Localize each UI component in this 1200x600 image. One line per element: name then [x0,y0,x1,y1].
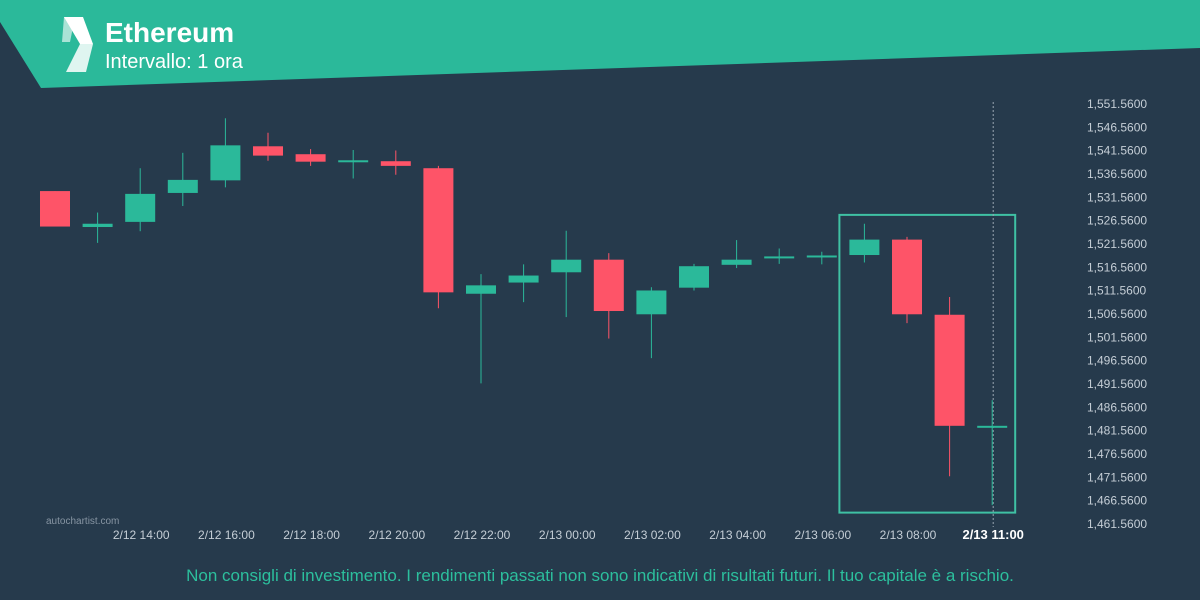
y-tick-label: 1,476.5600 [1087,447,1147,461]
candle-body [210,145,241,181]
candle-body [764,256,795,259]
candle-body [40,191,70,227]
disclaimer: Non consigli di investimento. I rendimen… [186,566,1014,585]
x-tick-label: 2/12 20:00 [368,528,425,542]
candle-body [82,223,113,228]
candle-body [167,179,198,193]
candle-body [380,161,411,166]
y-tick-label: 1,536.5600 [1087,167,1147,181]
candle-body [551,259,582,273]
chart-subtitle: Intervallo: 1 ora [105,51,243,73]
candle-body [295,154,326,162]
x-tick-label: 2/12 16:00 [198,528,255,542]
candle-body [892,239,922,315]
autochartist-logo-icon [62,17,93,72]
x-tick-label: 2/12 22:00 [454,528,511,542]
y-tick-label: 1,491.5600 [1087,377,1147,391]
y-tick-label: 1,531.5600 [1087,190,1147,204]
candle-body [849,239,880,256]
candle-body [636,290,667,315]
candle-body [934,314,965,426]
candle-body [806,255,837,258]
chart-title: Ethereum [105,17,235,48]
x-tick-label: 2/13 06:00 [794,528,851,542]
x-tick-label: 2/13 04:00 [709,528,766,542]
x-tick-label: 2/13 00:00 [539,528,596,542]
x-tick-label: 2/13 02:00 [624,528,681,542]
candle-body [338,160,369,163]
y-tick-label: 1,551.5600 [1087,97,1147,111]
y-tick-label: 1,466.5600 [1087,494,1147,508]
y-tick-label: 1,496.5600 [1087,354,1147,368]
candle-body [423,168,454,293]
watermark: autochartist.com [46,516,120,527]
x-tick-label: 2/12 14:00 [113,528,170,542]
candlestick-chart: 1,461.5600 1,466.5600 1,471.5600 1,476.5600… [40,97,1147,542]
candle-body [253,146,283,156]
candle-body [721,259,752,265]
candle-body [466,285,496,294]
candle-body [508,275,539,283]
y-tick-label: 1,501.5600 [1087,330,1147,344]
y-tick-label: 1,461.5600 [1087,517,1147,531]
y-tick-label: 1,471.5600 [1087,470,1147,484]
header-banner [0,0,1200,88]
candle-body [125,193,156,222]
x-tick-label: 2/13 11:00 [962,527,1023,542]
candle-body [593,259,624,312]
candle-body [679,266,709,288]
y-tick-label: 1,511.5600 [1087,284,1146,298]
y-tick-label: 1,541.5600 [1087,144,1147,158]
y-tick-label: 1,506.5600 [1087,307,1147,321]
y-tick-label: 1,516.5600 [1087,260,1147,274]
x-tick-label: 2/12 18:00 [283,528,340,542]
banner-shape [0,0,1200,88]
candle-body [977,425,1008,428]
x-tick-label: 2/13 08:00 [880,528,937,542]
y-tick-label: 1,481.5600 [1087,424,1147,438]
y-tick-label: 1,521.5600 [1087,237,1147,251]
y-tick-label: 1,526.5600 [1087,214,1147,228]
pattern-box [838,213,1017,514]
y-tick-label: 1,486.5600 [1087,400,1147,414]
y-tick-label: 1,546.5600 [1087,120,1147,134]
